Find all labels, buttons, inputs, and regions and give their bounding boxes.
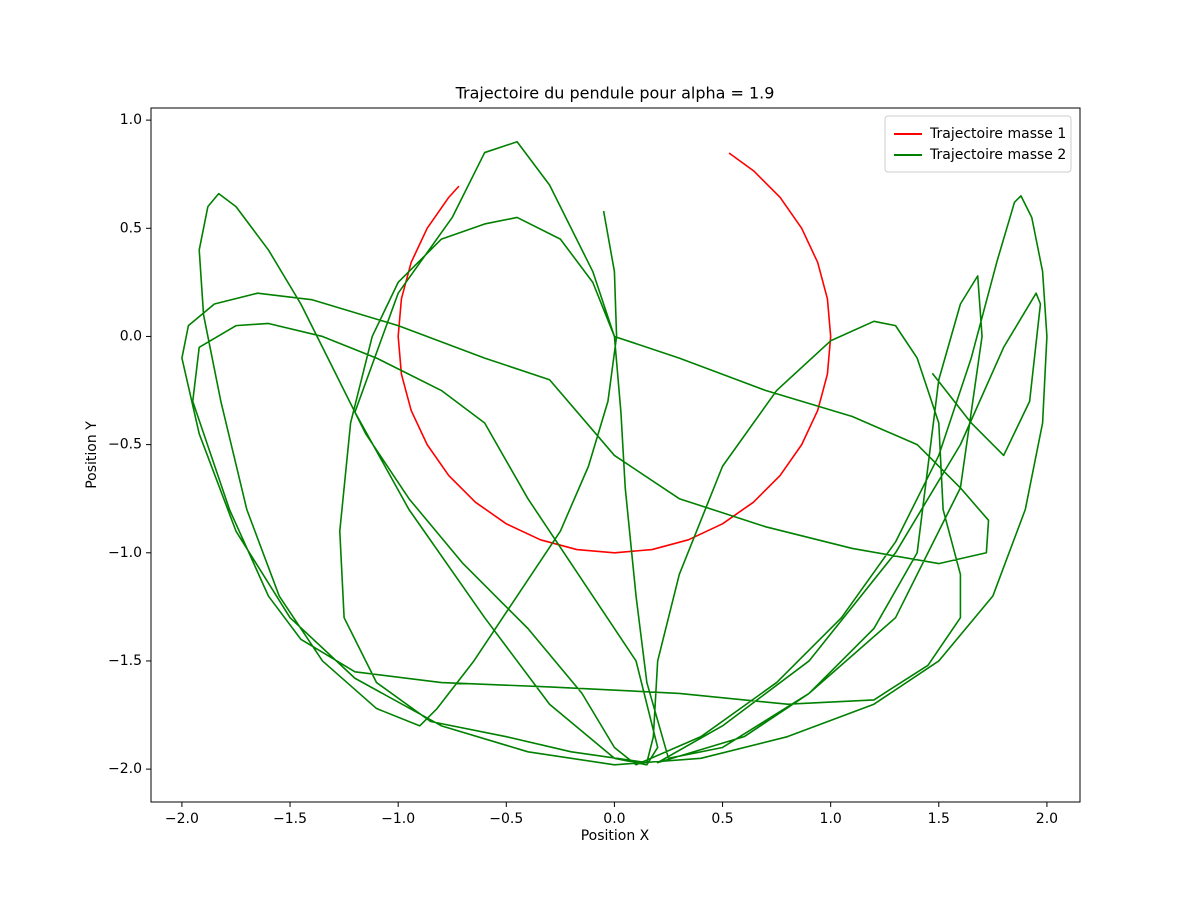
y-tick-label: 1.0 — [120, 112, 142, 128]
legend-label: Trajectoire masse 1 — [929, 126, 1066, 142]
x-tick-label: −0.5 — [489, 811, 523, 827]
plot-frame — [150, 107, 1081, 803]
y-axis-label: Position Y — [84, 421, 100, 489]
y-tick-label: −0.5 — [108, 437, 142, 453]
x-axis-label: Position X — [581, 828, 650, 844]
legend-label: Trajectoire masse 2 — [929, 147, 1066, 163]
legend-box — [884, 115, 1072, 173]
y-tick-label: 0.0 — [120, 328, 142, 344]
x-tick-label: 2.0 — [1036, 811, 1058, 827]
x-tick-label: 1.0 — [820, 811, 842, 827]
chart-title: Trajectoire du pendule pour alpha = 1.9 — [455, 84, 775, 103]
x-tick-label: 0.5 — [711, 811, 733, 827]
series-line — [181, 140, 1048, 766]
x-tick-label: 0.0 — [603, 811, 625, 827]
x-tick-label: 1.5 — [928, 811, 950, 827]
x-tick-label: −1.0 — [381, 811, 415, 827]
y-tick-label: 0.5 — [120, 220, 142, 236]
y-tick-label: −2.0 — [108, 761, 142, 777]
y-tick-label: −1.5 — [108, 653, 142, 669]
x-tick-label: −2.0 — [165, 811, 199, 827]
x-tick-label: −1.5 — [273, 811, 307, 827]
y-tick-label: −1.0 — [108, 545, 142, 561]
series-line — [397, 152, 832, 554]
